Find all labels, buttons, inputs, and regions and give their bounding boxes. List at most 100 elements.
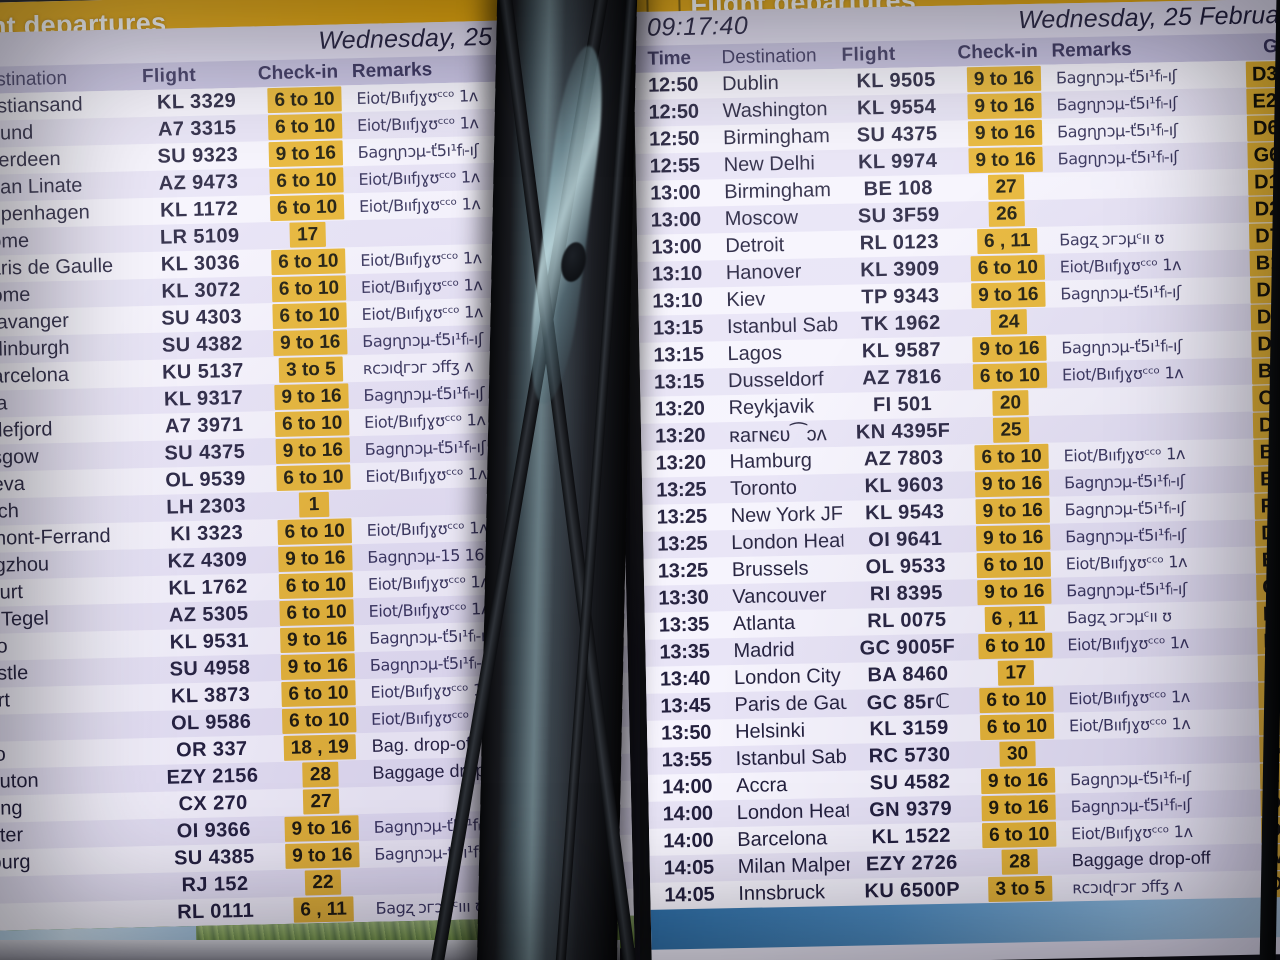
flight-remarks: Baggage drop-off	[1066, 847, 1262, 872]
checkin-desk-badge: 28	[1001, 849, 1038, 875]
remark-text: Бagɳɲɔμ-ť5ı¹fₗ-ıʃ	[1065, 524, 1187, 546]
flight-time: 13:10	[652, 289, 703, 313]
flight-destination: astle	[0, 661, 29, 685]
flight-destination: Istanbul Sabiha	[726, 313, 840, 339]
checkin-cell: 9 to 16	[963, 335, 1055, 363]
checkin-cell: 6 to 10	[270, 572, 363, 600]
checkin-desk-badge: 9 to 16	[972, 335, 1047, 363]
checkin-cell: 27	[960, 174, 1052, 201]
checkin-cell: 6 to 10	[260, 167, 353, 195]
flight-destination: Birmingham	[722, 125, 831, 150]
checkin-cell: 18 , 19	[274, 734, 367, 761]
checkin-cell: 6 , 11	[969, 605, 1061, 633]
checkin-desk-badge: 9 to 16	[274, 383, 349, 411]
flight-number: LH 2303	[166, 494, 247, 519]
checkin-cell: 6 , 11	[277, 896, 370, 923]
flight-number: FI 501	[872, 393, 933, 417]
flight-number: BA 8460	[867, 662, 949, 687]
flight-destination	[0, 725, 149, 729]
flight-number: EZY 2156	[166, 764, 259, 789]
flight-remarks	[1057, 398, 1253, 402]
flight-destination: Innsbruck	[738, 881, 826, 906]
flight-number: A7 3971	[164, 413, 244, 438]
flight-number: KL 9974	[857, 149, 938, 174]
flight-time: 14:00	[662, 802, 714, 826]
flight-destination: Milan Malpensa	[737, 853, 851, 879]
flight-number: OL 9533	[865, 554, 947, 579]
remark-text: Eiot/Bııfȷɣʊᶜᶜᵒ 1ʌ	[1067, 632, 1189, 654]
flight-time: 13:15	[653, 370, 705, 394]
flight-number: SU 4382	[161, 332, 243, 357]
flight-time: 13:20	[654, 397, 705, 421]
remark-text: Бagɳɲɔμ-ť5ı¹fₗ-ıʃ	[362, 328, 484, 351]
flight-destination: New Delhi	[723, 152, 816, 177]
flight-number: KL 9543	[864, 500, 945, 525]
checkin-desk-badge: 9 to 16	[284, 842, 360, 869]
checkin-desk-badge: 6 , 11	[976, 227, 1038, 255]
flight-destination: New York JFK	[730, 502, 843, 528]
checkin-cell: 9 to 16	[972, 794, 1064, 822]
remark-text: Бagɳɲɔμ-ť5ı¹fₗ-ıʃ	[369, 652, 491, 675]
flight-number: KL 3036	[160, 251, 241, 276]
flight-destination: Lagos	[727, 342, 783, 366]
flight-time: 13:00	[650, 208, 702, 232]
checkin-desk-badge: 1	[298, 491, 330, 518]
flight-destination: London Heathrow	[731, 529, 844, 555]
flight-number: KL 1762	[168, 575, 248, 600]
flight-remarks: Eiot/Bııfȷɣʊᶜᶜᵒ 1ʌ	[1054, 253, 1250, 277]
checkin-desk-badge: 6 to 10	[269, 194, 345, 222]
col-header-flight: Flight	[141, 64, 197, 87]
remark-text: Eiot/Bııfȷɣʊᶜᶜᵒ 1ʌ	[358, 166, 480, 189]
flight-time: 13:15	[653, 343, 704, 367]
checkin-cell: 6 , 11	[961, 227, 1053, 255]
checkin-desk-badge: 22	[305, 869, 341, 896]
flight-remarks	[1053, 209, 1249, 213]
checkin-desk-badge: 9 to 16	[272, 329, 348, 357]
flight-destination: art	[0, 689, 11, 712]
checkin-cell: 9 to 16	[269, 545, 362, 573]
checkin-cell: 6 to 10	[968, 551, 1060, 579]
flight-destination: Kiev	[726, 288, 766, 312]
checkin-cell: 9 to 16	[267, 437, 360, 465]
flight-number: AZ 5305	[168, 602, 249, 627]
flight-remarks: Бagɳɲɔμ-ť5ı¹fₗ-ıʃ	[1050, 64, 1246, 88]
flight-number: AZ 7816	[862, 365, 942, 390]
remark-text: Бagʐ ɔгɔμᶜııı ʊ	[375, 895, 485, 918]
flight-destination: ster	[0, 824, 24, 847]
right-date: Wednesday, 25 February	[1017, 0, 1280, 35]
checkin-cell: 3 to 5	[265, 356, 358, 383]
checkin-desk-badge: 25	[993, 417, 1029, 443]
checkin-desk-badge: 9 to 16	[280, 653, 356, 680]
checkin-desk-badge: 27	[303, 788, 339, 815]
flight-number: KL 9587	[861, 338, 942, 363]
flight-number: CX 270	[178, 791, 248, 816]
flight-number: A7 3315	[157, 116, 237, 141]
checkin-desk-badge: 6 , 11	[984, 605, 1046, 633]
checkin-cell: 6 to 10	[268, 518, 361, 546]
checkin-desk-badge: 6 to 10	[267, 86, 342, 114]
flight-destination: Washington	[722, 98, 828, 123]
remark-text: Бagɳɲɔμ-ť5ı¹fₗ-ıʃ	[1064, 497, 1186, 519]
checkin-cell: 9 to 16	[958, 92, 1050, 120]
checkin-desk-badge: 3 to 5	[278, 356, 344, 383]
checkin-desk-badge: 9 to 16	[268, 140, 344, 168]
flight-number: OR 337	[175, 737, 248, 762]
flight-number: RL 0123	[859, 230, 940, 255]
checkin-cell: 9 to 16	[966, 497, 1058, 525]
flight-destination: ndefjord	[0, 418, 53, 443]
flight-number: RL 0075	[867, 608, 947, 633]
flight-destination: Birmingham	[724, 179, 832, 204]
remark-text: Бagɳɲɔμ-ť5ı¹fₗ-ıʃ	[1060, 281, 1182, 303]
flight-destination	[0, 914, 154, 918]
flight-number: SU 4303	[161, 305, 243, 330]
checkin-desk-badge: 9 to 16	[279, 626, 355, 653]
flight-time: 13:30	[658, 586, 709, 610]
flight-destination: Kristiansand	[0, 93, 83, 119]
flight-destination: Aberdeen	[0, 148, 61, 173]
checkin-cell: 9 to 16	[962, 281, 1054, 309]
flight-time: 13:25	[657, 532, 708, 556]
flight-number: SU 4375	[856, 122, 938, 147]
remark-text: Бagɳɲɔμ-ť5ı¹fₗ-ıʃ	[1069, 767, 1191, 789]
right-flight-rows: 12:50 Dublin KL 9505 9 to 16 Бagɳɲɔμ-ť5ı¹fₗ-…	[633, 59, 1280, 910]
flight-destination: n Tegel	[0, 607, 50, 631]
